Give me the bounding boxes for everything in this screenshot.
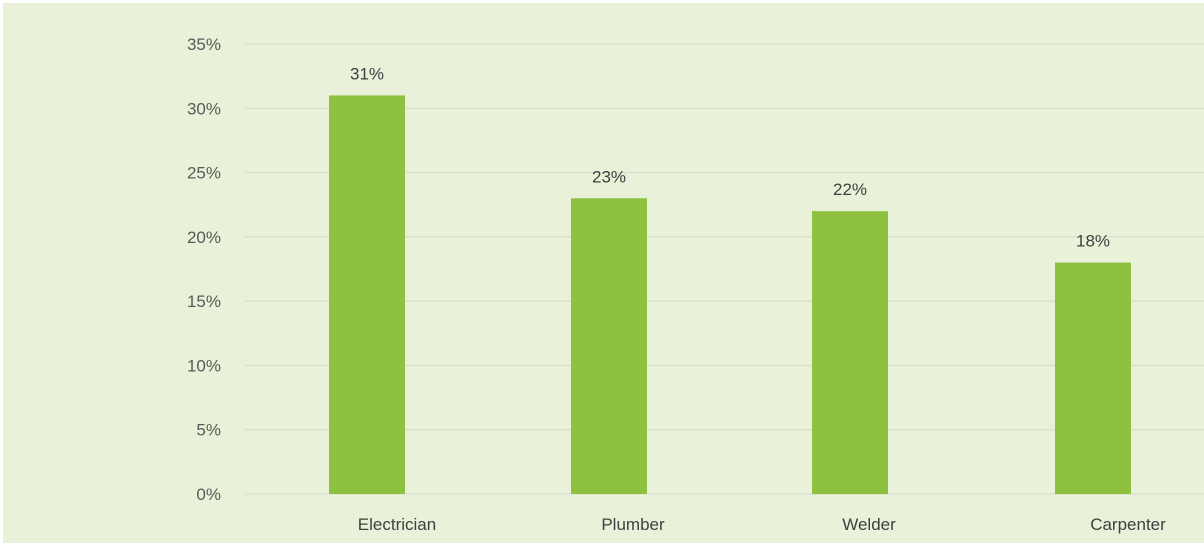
y-tick-label: 25% <box>187 164 221 183</box>
y-tick-label: 10% <box>187 356 221 375</box>
y-axis-ticks: 0% 5% 10% 15% 20% 25% 30% 35% <box>187 35 221 504</box>
x-axis-labels: Electrician Plumber Welder Carpenter <box>358 515 1166 534</box>
y-tick-label: 35% <box>187 35 221 54</box>
bar <box>1055 262 1131 494</box>
x-category-label: Electrician <box>358 515 436 534</box>
data-label: 18% <box>1076 232 1110 251</box>
y-tick-label: 30% <box>187 99 221 118</box>
x-category-label: Carpenter <box>1090 515 1166 534</box>
x-category-label: Welder <box>842 515 896 534</box>
y-tick-label: 0% <box>196 485 221 504</box>
data-labels: 31% 23% 22% 18% <box>350 64 1110 250</box>
bar <box>812 211 888 494</box>
data-label: 31% <box>350 64 384 83</box>
bar <box>571 198 647 495</box>
x-category-label: Plumber <box>601 515 665 534</box>
data-label: 22% <box>833 180 867 199</box>
bars <box>329 95 1131 495</box>
y-tick-label: 5% <box>196 421 221 440</box>
bar <box>329 95 405 494</box>
data-label: 23% <box>592 167 626 186</box>
y-tick-label: 20% <box>187 228 221 247</box>
y-tick-label: 15% <box>187 292 221 311</box>
